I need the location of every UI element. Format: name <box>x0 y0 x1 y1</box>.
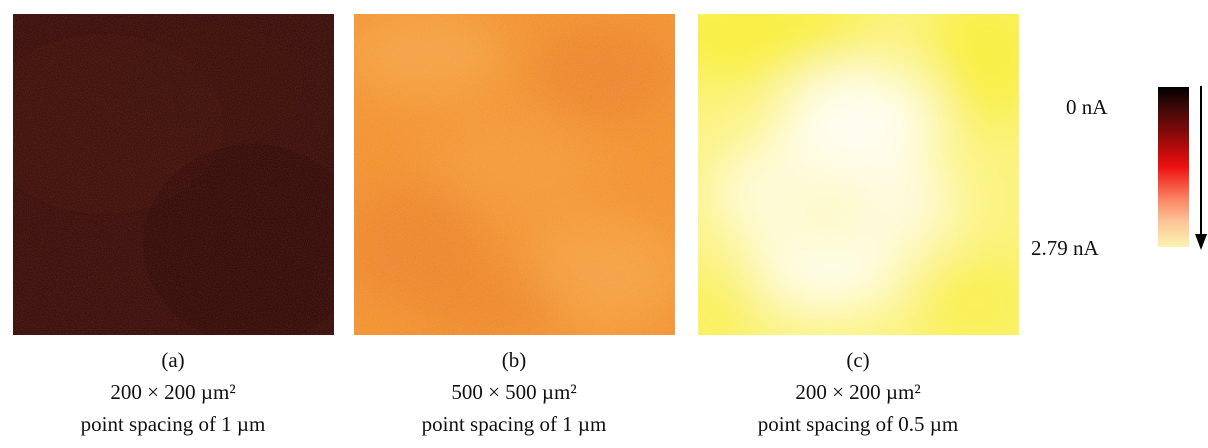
caption-panel-b: (b) 500 × 500 µm² point spacing of 1 µm <box>344 344 684 440</box>
color-scale-bar <box>1158 87 1189 247</box>
scale-max-label: 2.79 nA <box>1031 236 1099 260</box>
current-map-a <box>13 14 334 335</box>
panel-label: (b) <box>501 348 527 372</box>
point-spacing: point spacing of 0.5 µm <box>757 412 959 436</box>
point-spacing: point spacing of 1 µm <box>80 412 266 436</box>
scan-area: 200 × 200 µm² <box>110 380 236 404</box>
scan-area: 200 × 200 µm² <box>795 380 921 404</box>
arrow-down-icon <box>1194 86 1208 257</box>
panel-label: (c) <box>846 348 870 372</box>
point-spacing: point spacing of 1 µm <box>421 412 607 436</box>
current-map-b <box>354 14 675 335</box>
current-map-c <box>698 14 1019 335</box>
scale-min-label: 0 nA <box>1066 95 1108 119</box>
panel-label: (a) <box>161 348 185 372</box>
scan-area: 500 × 500 µm² <box>451 380 577 404</box>
cropped-header-text <box>0 0 1208 8</box>
caption-panel-a: (a) 200 × 200 µm² point spacing of 1 µm <box>3 344 343 440</box>
caption-panel-c: (c) 200 × 200 µm² point spacing of 0.5 µ… <box>688 344 1028 440</box>
